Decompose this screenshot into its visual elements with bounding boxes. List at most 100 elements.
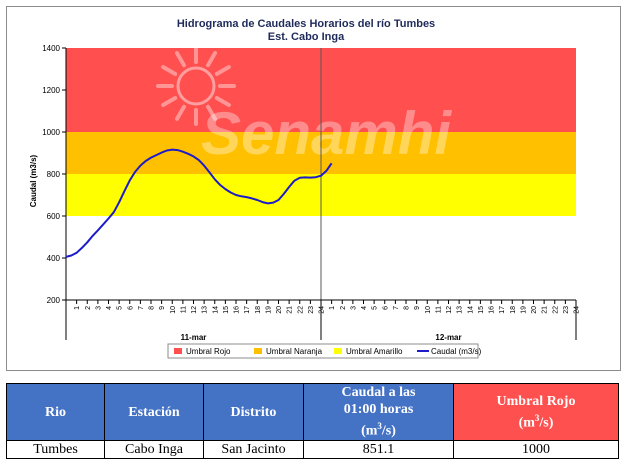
x-tick-label: 20 [531, 306, 538, 314]
watermark-sun-core [176, 66, 216, 106]
x-tick-label: 4 [361, 306, 368, 310]
watermark-sun-ray [175, 51, 186, 68]
legend-swatch [334, 348, 342, 354]
header-rio: Rio [6, 383, 105, 441]
x-tick-label: 17 [499, 306, 506, 314]
header-umbral-rojo: Umbral Rojo (m3/s) [453, 383, 619, 441]
watermark-sun-ray [206, 51, 217, 68]
legend-label: Umbral Amarillo [346, 347, 403, 356]
x-tick-label: 17 [244, 306, 251, 314]
x-tick-label: 13 [202, 306, 209, 314]
header-estacion: Estación [104, 383, 204, 441]
watermark-sun-ray [161, 65, 178, 76]
cell-estacion: Cabo Inga [104, 440, 204, 459]
station-info-table: Rio Estación Distrito Caudal a las 01:00… [6, 383, 619, 459]
watermark-sun-ray [214, 65, 231, 76]
watermark-text: Senamhi [201, 100, 452, 167]
header-umbral-line1: Umbral Rojo [496, 393, 576, 409]
cell-rio: Tumbes [6, 440, 105, 459]
header-umbral-unit-sup: 3 [534, 412, 540, 423]
x-tick-label: 18 [510, 306, 517, 314]
day-label: 11-mar [181, 333, 207, 342]
watermark-sun-ray [214, 96, 231, 107]
header-distrito-label: Distrito [230, 404, 277, 420]
day-label: 12-mar [435, 333, 461, 342]
x-tick-label: 22 [297, 306, 304, 314]
x-tick-label: 7 [138, 306, 145, 310]
x-tick-label: 2 [340, 306, 347, 310]
header-caudal-line2: 01:00 horas [343, 402, 414, 418]
header-caudal: Caudal a las 01:00 horas (m3/s) [303, 383, 454, 441]
x-tick-label: 6 [382, 306, 389, 310]
x-tick-label: 8 [149, 306, 156, 310]
x-tick-label: 3 [350, 306, 357, 310]
header-umbral-unit-a: (m [518, 415, 535, 431]
cell-distrito: San Jacinto [203, 440, 304, 459]
x-tick-label: 21 [287, 306, 294, 314]
x-tick-label: 7 [393, 306, 400, 310]
y-tick-label: 200 [47, 296, 61, 305]
x-tick-label: 21 [542, 306, 549, 314]
x-tick-label: 18 [255, 306, 262, 314]
x-tick-label: 13 [457, 306, 464, 314]
legend-box [167, 343, 479, 359]
legend-label: Umbral Rojo [186, 347, 231, 356]
x-tick-label: 12 [446, 306, 453, 314]
x-tick-label: 23 [563, 306, 570, 314]
legend-label: Umbral Naranja [266, 347, 323, 356]
y-tick-label: 1000 [42, 128, 60, 137]
x-tick-label: 8 [404, 306, 411, 310]
x-tick-label: 16 [489, 306, 496, 314]
hydrograph-chart: Hidrograma de Caudales Horarios del río … [6, 6, 621, 371]
x-tick-label: 22 [552, 306, 559, 314]
x-tick-label: 2 [85, 306, 92, 310]
series-line-caudal [65, 148, 333, 258]
legend-label: Caudal (m3/s) [431, 347, 482, 356]
y-axis-label: Caudal (m3/s) [29, 154, 38, 207]
x-tick-label: 24 [574, 306, 581, 314]
x-tick-label: 14 [467, 306, 474, 314]
x-tick-label: 23 [308, 306, 315, 314]
header-caudal-unit-a: (m [361, 423, 378, 439]
table-header-row: Rio Estación Distrito Caudal a las 01:00… [6, 383, 619, 441]
x-tick-label: 19 [520, 306, 527, 314]
watermark-sun-ray [175, 104, 186, 121]
y-tick-label: 600 [47, 212, 61, 221]
legend-swatch [174, 348, 182, 354]
chart-title: Hidrograma de Caudales Horarios del río … [177, 18, 435, 30]
x-tick-label: 19 [265, 306, 272, 314]
header-caudal-unit-b: /s) [381, 423, 396, 439]
x-tick-label: 15 [223, 306, 230, 314]
y-tick-label: 1200 [42, 86, 60, 95]
x-tick-label: 14 [212, 306, 219, 314]
watermark-sun-ray [206, 104, 217, 121]
y-tick-label: 800 [47, 170, 61, 179]
header-estacion-label: Estación [128, 404, 180, 420]
x-tick-label: 11 [435, 306, 442, 313]
y-tick-label: 400 [47, 254, 61, 263]
cell-caudal: 851.1 [303, 440, 454, 459]
header-distrito: Distrito [203, 383, 304, 441]
x-tick-label: 10 [425, 306, 432, 314]
x-tick-label: 5 [372, 306, 379, 310]
x-tick-label: 10 [170, 306, 177, 314]
header-caudal-line1: Caudal a las [341, 385, 416, 401]
x-tick-label: 12 [191, 306, 198, 314]
header-rio-label: Rio [45, 404, 66, 420]
x-tick-label: 24 [319, 306, 326, 314]
chart-legend: Umbral Rojo Umbral Naranja Umbral Amarillo… [167, 343, 482, 359]
watermark-sun-ray [161, 96, 178, 107]
chart-subtitle: Est. Cabo Inga [268, 31, 345, 43]
x-tick-label: 4 [106, 306, 113, 310]
x-tick-label: 1 [74, 306, 81, 310]
x-tick-label: 9 [159, 306, 166, 310]
x-tick-label: 1 [329, 306, 336, 310]
x-tick-label: 20 [276, 306, 283, 314]
chart-container: Hidrograma de Caudales Horarios del río … [6, 6, 621, 371]
x-tick-label: 15 [478, 306, 485, 314]
header-umbral-unit-b: /s) [539, 415, 554, 431]
x-tick-label: 9 [414, 306, 421, 310]
senamhi-watermark: Senamhi [156, 46, 452, 167]
legend-swatch [254, 348, 262, 354]
x-tick-label: 6 [127, 306, 134, 310]
